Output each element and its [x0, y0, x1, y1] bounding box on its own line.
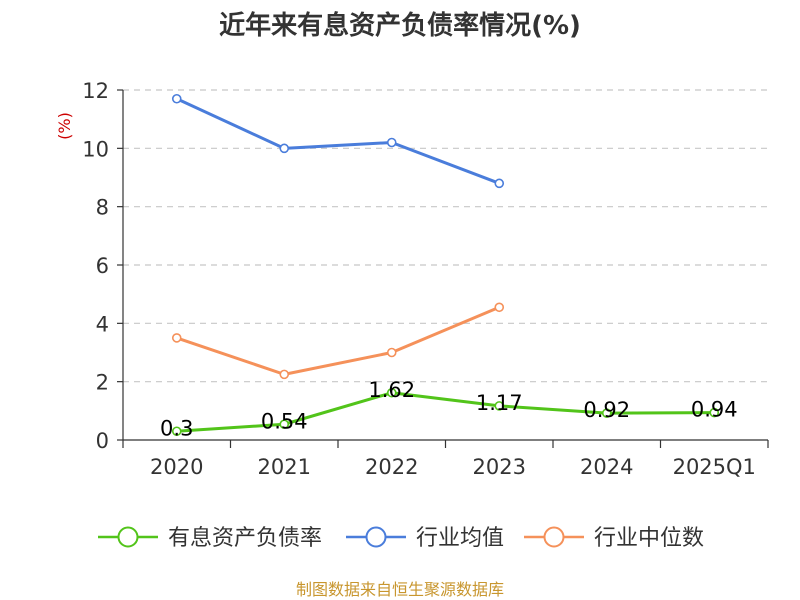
y-tick-label: 2 — [96, 371, 109, 395]
x-tick-label: 2022 — [365, 455, 418, 479]
data-point — [171, 426, 182, 437]
series-line — [176, 305, 500, 376]
data-point — [601, 408, 612, 418]
legend-swatch-marker — [543, 526, 565, 548]
source-note: 制图数据来自恒生聚源数据库 — [296, 580, 504, 599]
legend-swatch-marker — [365, 526, 387, 548]
data-point — [494, 401, 505, 411]
data-point — [386, 137, 397, 148]
data-label: 1.62 — [368, 378, 415, 402]
y-tick-label: 10 — [82, 137, 109, 161]
x-tick-label: 2023 — [473, 455, 526, 479]
y-tick-label: 4 — [96, 312, 109, 336]
data-point — [171, 333, 182, 343]
data-labels: 0.3 0.54 1.62 1.17 0.92 0.94 — [160, 378, 738, 441]
chart-title: 近年来有息资产负债率情况(%) — [219, 10, 581, 41]
legend-swatch-marker — [117, 526, 139, 548]
axes: 0 2 4 6 8 10 12 2020 2021 2022 2023 2024 2025Q1 — [82, 79, 769, 479]
x-tick-label: 2025Q1 — [673, 455, 756, 479]
y-tick-label: 12 — [82, 79, 109, 103]
data-point — [709, 407, 720, 418]
x-tick-label: 2024 — [580, 455, 633, 479]
data-label: 0.94 — [691, 398, 738, 422]
grid-lines — [123, 89, 768, 383]
data-point — [494, 178, 505, 189]
y-axis-unit-label: (%) — [55, 112, 74, 140]
series-lines — [171, 93, 720, 437]
y-tick-label: 0 — [96, 429, 109, 453]
x-tick-label: 2020 — [150, 455, 203, 479]
data-label: 0.92 — [583, 398, 630, 422]
legend-label: 行业均值 — [416, 526, 504, 551]
legend-label: 有息资产负债率 — [168, 526, 322, 551]
y-tick-label: 6 — [96, 254, 109, 278]
x-tick-label: 2021 — [258, 455, 311, 479]
y-tick-label: 8 — [96, 196, 109, 220]
legend: 有息资产负债率 行业均值 行业中位数 — [98, 526, 704, 551]
data-label: 0.54 — [261, 409, 308, 433]
legend-label: 行业中位数 — [594, 526, 704, 551]
series-line — [176, 97, 500, 185]
data-point — [171, 93, 182, 104]
data-point — [279, 369, 290, 380]
data-point — [279, 143, 290, 154]
data-point — [279, 419, 290, 430]
data-point — [386, 387, 397, 398]
data-point — [494, 302, 505, 313]
data-point — [386, 347, 397, 358]
series-line — [176, 391, 715, 433]
data-label: 1.17 — [476, 391, 523, 415]
data-label: 0.3 — [160, 416, 193, 440]
